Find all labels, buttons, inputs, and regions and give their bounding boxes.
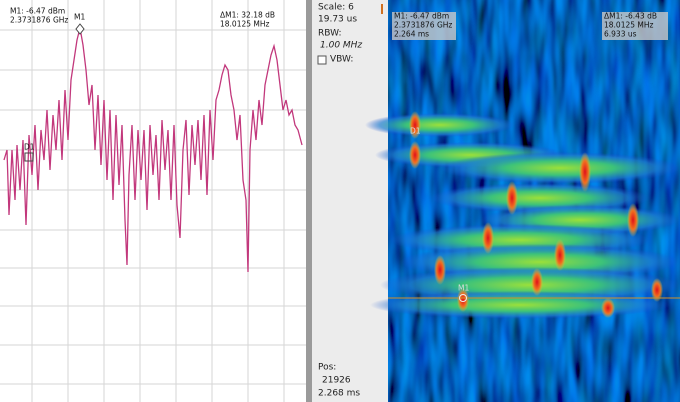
control-panel [312,0,388,402]
delta-marker-box [24,152,34,162]
marker-diamond [75,23,85,35]
scale-value: 19.73 us [318,15,357,25]
spectrogram-delta-time: 6.933 us [604,30,637,39]
scale-label[interactable]: Scale: 6 [318,3,354,13]
divider [306,0,312,402]
spectrum-trace [3,27,303,273]
pos-value: 21926 [322,376,351,386]
spectrogram-marker-level: M1: -6.47 dBm [394,12,449,21]
pos-label[interactable]: Pos: [318,363,336,373]
vbw-label[interactable]: VBW: [330,55,353,65]
delta-label: D1 [24,143,35,152]
readout-box [392,12,456,40]
spectrogram-marker [459,294,467,302]
spectrogram-marker-time: 2.264 ms [394,30,429,39]
spectrogram-marker-freq: 2.3731876 GHz [394,21,452,30]
rbw-label[interactable]: RBW: [318,29,342,39]
vbw-checkbox[interactable] [317,55,327,65]
spectrum-panel [0,0,306,402]
delta-freq: 18.0125 MHz [220,20,270,29]
marker-freq: 2.3731876 GHz [10,16,68,25]
spectrogram-delta-freq: 18.0125 MHz [604,21,654,30]
spectrogram-delta-label: D1 [410,127,421,136]
pos-time: 2.268 ms [318,389,360,399]
marker-label: M1 [74,13,85,22]
delta-readout-box [602,12,668,40]
spectrogram-delta-level: ΔM1: -6.43 dB [604,12,657,21]
spectrogram-marker-label: M1 [458,284,469,293]
delta-level: ΔM1: 32.18 dB [220,11,275,20]
marker-level: M1: -6.47 dBm [10,7,65,16]
rbw-value: 1.00 MHz [320,41,362,51]
